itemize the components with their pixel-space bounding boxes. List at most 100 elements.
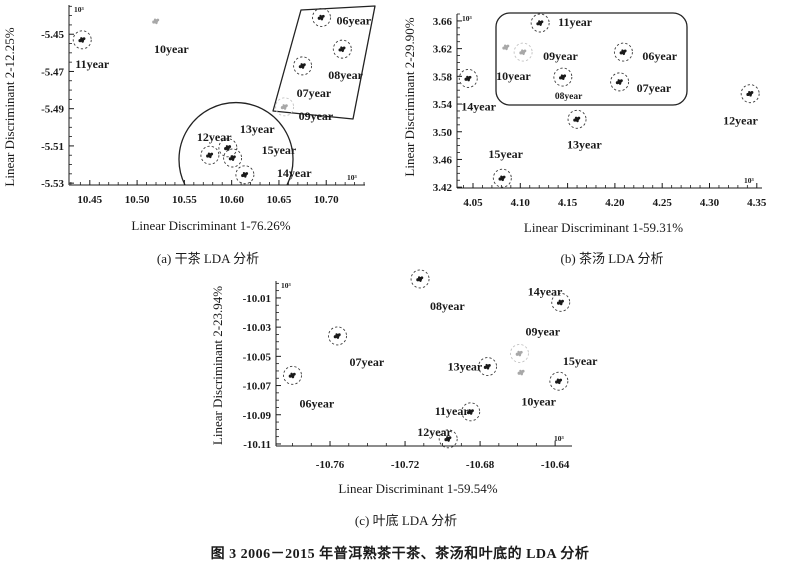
data-point-15year: 15year [488, 147, 524, 188]
point-label: 14year [528, 284, 563, 298]
axes [68, 5, 365, 186]
point-label: 06year [336, 13, 371, 27]
lda-chart-dry-tea: 10.45 10.50 10.55 10.60 10.65 10.70 -5.45 -5.47… [2, 5, 376, 233]
x-axis-scale-label: 10³ [744, 176, 755, 185]
point-label: 10year [154, 42, 189, 56]
group-annotations [495, 12, 688, 106]
y-tick-label: -5.45 [41, 29, 64, 41]
data-point-10year: 10year [496, 44, 531, 83]
cluster-outline [495, 12, 688, 106]
point-label: 11year [435, 404, 470, 418]
data-point-09year: 09year [275, 97, 334, 123]
point-label: 14year [461, 99, 496, 113]
y-axis-scale-label: 10³ [281, 281, 292, 290]
x-tick-label: 10.60 [219, 194, 244, 206]
point-label: 06year [300, 396, 335, 410]
point-label: 12year [723, 114, 758, 128]
data-point-13year: 13year [567, 109, 602, 151]
subcaption-a: (a) 干茶 LDA 分析 [156, 251, 260, 266]
x-tick-label: 4.20 [605, 197, 625, 209]
y-tick-label: -10.07 [243, 381, 272, 393]
y-tick-label: -10.03 [243, 322, 272, 334]
x-axis-title: Linear Discriminant 1-76.26% [131, 218, 290, 233]
subcaption-c: (c) 叶底 LDA 分析 [354, 513, 458, 528]
y-tick-label: 3.54 [433, 99, 453, 111]
point-label: 09year [525, 324, 560, 338]
y-tick-label: 3.58 [433, 71, 453, 83]
data-point-07year: 07year [293, 56, 332, 100]
x-tick-label: -10.76 [316, 459, 345, 471]
cluster-outline [178, 101, 294, 186]
data-point-07year: 07year [610, 72, 672, 95]
x-tick-label: 4.30 [700, 197, 720, 209]
y-tick-label: 3.46 [433, 154, 453, 166]
point-label: 08year [328, 68, 363, 82]
x-axis-title: Linear Discriminant 1-59.54% [338, 481, 497, 496]
x-tick-label: -10.64 [541, 459, 570, 471]
x-tick-label: 10.50 [125, 194, 150, 206]
data-point-13year: 13year [448, 357, 498, 377]
point-label: 07year [350, 355, 385, 369]
x-tick-label: 4.15 [558, 197, 578, 209]
y-axis-title: Linear Discriminant 2-12.25% [2, 27, 17, 186]
point-label: 09year [543, 49, 578, 63]
point-label: 11year [75, 57, 110, 71]
y-tick-label: -10.11 [243, 439, 271, 451]
y-axis-scale-label: 10³ [462, 14, 473, 23]
y-tick-label: 3.66 [433, 16, 453, 28]
y-tick-label: -5.53 [41, 178, 64, 190]
point-label: 11year [558, 15, 593, 29]
y-tick-label: -10.09 [243, 410, 272, 422]
x-tick-label: 10.70 [314, 194, 339, 206]
data-point-09year: 09year [513, 42, 578, 63]
point-label: 07year [297, 86, 332, 100]
group-annotations [178, 5, 376, 186]
data-point-08year: 08year [328, 39, 364, 82]
data-point-11year: 11year [530, 13, 593, 33]
data-point-15year: 15year [549, 354, 598, 391]
cluster-outline [272, 5, 376, 120]
data-point-10year: 10year [517, 369, 557, 408]
y-tick-label: -10.01 [243, 293, 271, 305]
point-label: 08year [430, 299, 465, 313]
y-axis-scale-label: 10³ [74, 5, 85, 14]
data-point-08year: 08year [553, 67, 583, 102]
data-point-14year: 14year [528, 284, 571, 312]
y-tick-label: -10.05 [243, 351, 272, 363]
point-label: 14year [277, 166, 312, 180]
x-tick-label: -10.72 [391, 459, 420, 471]
x-tick-label: 4.10 [511, 197, 531, 209]
data-point-07year: 07year [328, 326, 385, 369]
point-label: 06year [642, 49, 677, 63]
data-point-08year: 08year [410, 269, 465, 313]
figure-caption: 图 3 2006－2015 年普洱熟茶干茶、茶汤和叶底的 LDA 分析 [210, 547, 590, 562]
point-label: 10year [496, 69, 531, 83]
point-label: 15year [563, 354, 598, 368]
data-point-06year: 06year [613, 42, 678, 63]
data-point-10year: 10year [152, 18, 189, 56]
data-point-15year: 15year [223, 143, 297, 168]
data-point-06year: 06year [283, 365, 335, 410]
y-tick-label: -5.47 [41, 66, 64, 78]
point-label: 12year [417, 425, 452, 439]
lda-chart-tea-infusion: 4.05 4.10 4.15 4.20 4.25 4.30 4.35 3.66 3.62 3.58… [402, 12, 767, 235]
y-axis-title: Linear Discriminant 2-23.94% [210, 286, 225, 445]
x-axis-scale-label: 10³ [554, 434, 565, 443]
data-point-12year: 12year [197, 130, 232, 165]
point-label: 07year [637, 81, 672, 95]
data-point-06year: 06year [312, 8, 372, 27]
data-point-14year: 14year [235, 165, 312, 185]
x-tick-label: 10.55 [172, 194, 197, 206]
x-tick-label: 4.05 [463, 197, 483, 209]
y-tick-label: 3.62 [433, 44, 453, 56]
y-tick-label: -5.51 [41, 141, 64, 153]
data-point-11year: 11year [72, 30, 110, 71]
x-tick-label: -10.68 [466, 459, 495, 471]
x-tick-label: 10.45 [77, 194, 102, 206]
y-tick-label: 3.42 [433, 182, 453, 194]
axes [456, 13, 762, 189]
point-label: 13year [448, 360, 483, 374]
point-label: 08year [555, 92, 583, 102]
x-axis-scale-label: 10³ [347, 173, 358, 182]
data-point-09year: 09year [510, 324, 561, 363]
